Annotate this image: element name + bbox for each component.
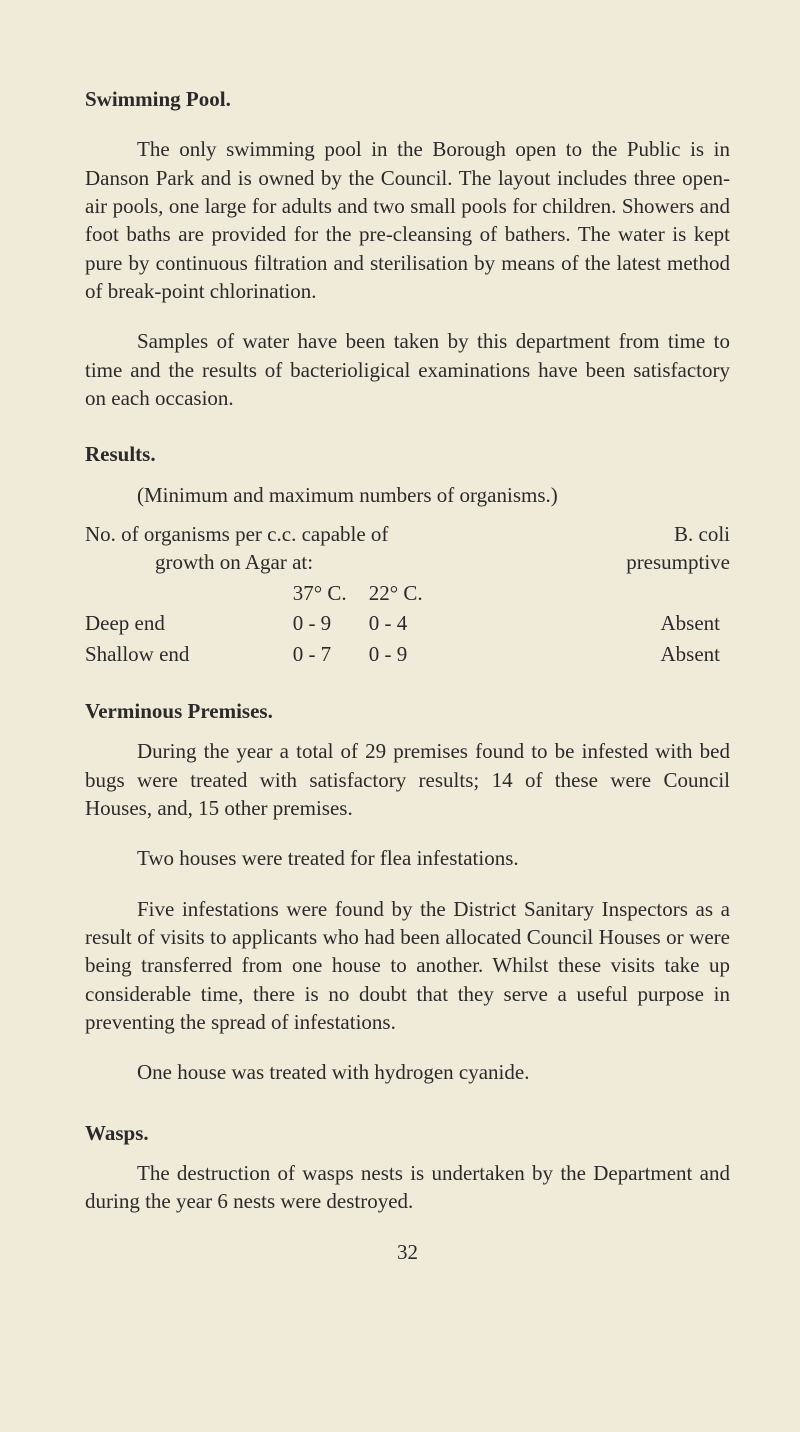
section-heading-verminous: Verminous Premises. bbox=[85, 697, 730, 725]
row-v37: 0 - 9 bbox=[253, 608, 369, 638]
paragraph: During the year a total of 29 premises f… bbox=[85, 737, 730, 822]
temp-col-37: 37° C. bbox=[253, 578, 369, 608]
section-heading-results: Results. bbox=[85, 440, 730, 468]
paragraph: One house was treated with hydrogen cyan… bbox=[85, 1058, 730, 1086]
results-note: (Minimum and maximum numbers of organism… bbox=[85, 481, 730, 509]
table-row: Shallow end 0 - 7 0 - 9 Absent bbox=[85, 639, 730, 669]
row-v22: 0 - 9 bbox=[369, 639, 485, 669]
section-heading-wasps: Wasps. bbox=[85, 1119, 730, 1147]
temp-col-22: 22° C. bbox=[369, 578, 485, 608]
row-label: Deep end bbox=[85, 608, 253, 638]
section-heading-swimming-pool: Swimming Pool. bbox=[85, 85, 730, 113]
page-number: 32 bbox=[85, 1238, 730, 1266]
table-header-left-1: No. of organisms per c.c. capable of bbox=[85, 522, 388, 546]
table-row: Deep end 0 - 9 0 - 4 Absent bbox=[85, 608, 730, 638]
row-v37: 0 - 7 bbox=[253, 639, 369, 669]
row-v22: 0 - 4 bbox=[369, 608, 485, 638]
paragraph: The destruction of wasps nests is undert… bbox=[85, 1159, 730, 1216]
paragraph: Five infestations were found by the Dist… bbox=[85, 895, 730, 1037]
row-bcoli: Absent bbox=[485, 639, 730, 669]
table-header-left-2: growth on Agar at: bbox=[85, 550, 313, 574]
row-label: Shallow end bbox=[85, 639, 253, 669]
paragraph: The only swimming pool in the Borough op… bbox=[85, 135, 730, 305]
paragraph: Two houses were treated for flea infesta… bbox=[85, 844, 730, 872]
paragraph: Samples of water have been taken by this… bbox=[85, 327, 730, 412]
row-bcoli: Absent bbox=[485, 608, 730, 638]
table-header-right-2: presumptive bbox=[626, 550, 730, 574]
results-table: No. of organisms per c.c. capable of gro… bbox=[85, 519, 730, 669]
table-header-right-1: B. coli bbox=[674, 522, 730, 546]
